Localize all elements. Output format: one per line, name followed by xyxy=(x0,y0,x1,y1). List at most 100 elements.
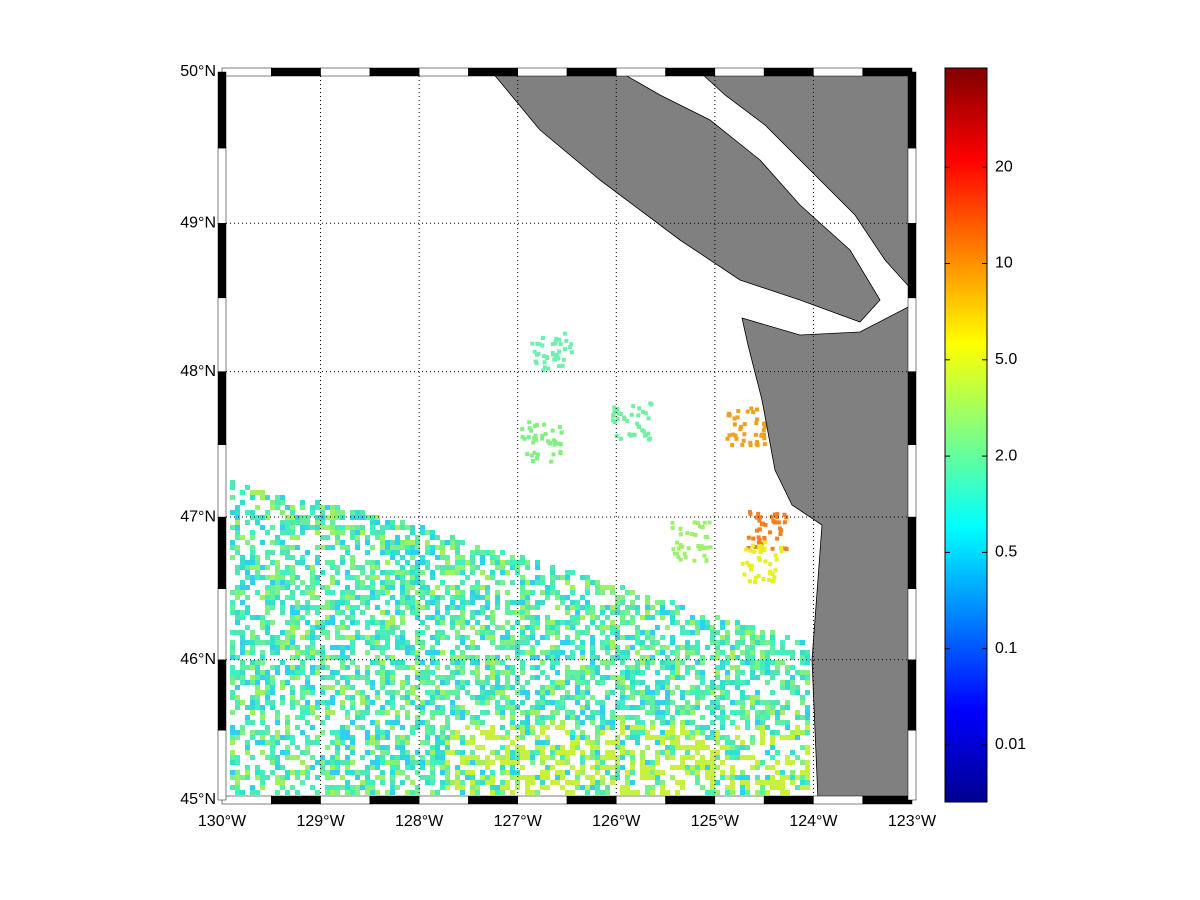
pixel xyxy=(570,570,575,575)
pixel xyxy=(370,785,375,790)
frame-segment xyxy=(468,67,518,77)
pixel xyxy=(685,640,690,645)
pixel xyxy=(305,720,310,725)
pixel xyxy=(310,580,315,585)
pixel xyxy=(380,670,385,675)
pixel xyxy=(631,404,636,409)
pixel xyxy=(692,558,697,563)
pixel xyxy=(805,750,810,755)
pixel xyxy=(545,615,550,620)
pixel xyxy=(490,790,495,795)
pixel xyxy=(250,490,255,495)
pixel xyxy=(540,660,545,665)
pixel xyxy=(465,770,470,775)
pixel xyxy=(410,545,415,550)
pixel xyxy=(670,765,675,770)
pixel xyxy=(450,690,455,695)
pixel xyxy=(510,685,515,690)
pixel xyxy=(450,600,455,605)
pixel xyxy=(615,715,620,720)
pixel xyxy=(375,565,380,570)
pixel xyxy=(550,655,555,660)
pixel xyxy=(500,715,505,720)
pixel xyxy=(380,770,385,775)
pixel xyxy=(440,650,445,655)
pixel xyxy=(725,695,730,700)
pixel xyxy=(575,735,580,740)
pixel xyxy=(590,775,595,780)
pixel xyxy=(655,770,660,775)
pixel xyxy=(335,670,340,675)
pixel xyxy=(275,715,280,720)
pixel xyxy=(535,565,540,570)
pixel xyxy=(556,364,561,369)
pixel xyxy=(555,635,560,640)
pixel xyxy=(620,650,625,655)
pixel xyxy=(440,750,445,755)
pixel xyxy=(235,790,240,795)
pixel xyxy=(245,665,250,670)
pixel xyxy=(360,510,365,515)
pixel xyxy=(585,785,590,790)
pixel xyxy=(415,720,420,725)
pixel xyxy=(552,357,557,362)
pixel xyxy=(380,540,385,545)
pixel xyxy=(515,760,520,765)
pixel xyxy=(685,670,690,675)
pixel xyxy=(645,690,650,695)
pixel xyxy=(600,755,605,760)
pixel xyxy=(535,750,540,755)
pixel xyxy=(280,575,285,580)
pixel xyxy=(665,685,670,690)
pixel xyxy=(735,655,740,660)
pixel xyxy=(525,650,530,655)
pixel xyxy=(280,605,285,610)
pixel xyxy=(505,745,510,750)
pixel xyxy=(600,720,605,725)
pixel xyxy=(500,725,505,730)
pixel xyxy=(410,765,415,770)
pixel xyxy=(590,710,595,715)
pixel xyxy=(410,585,415,590)
pixel xyxy=(725,670,730,675)
pixel xyxy=(751,410,756,415)
pixel xyxy=(440,760,445,765)
pixel xyxy=(255,790,260,795)
pixel xyxy=(480,560,485,565)
pixel xyxy=(485,735,490,740)
pixel xyxy=(680,645,685,650)
pixel xyxy=(760,655,765,660)
pixel xyxy=(495,565,500,570)
pixel xyxy=(245,575,250,580)
pixel xyxy=(655,735,660,740)
pixel xyxy=(470,775,475,780)
pixel xyxy=(445,695,450,700)
pixel xyxy=(625,655,630,660)
pixel xyxy=(405,665,410,670)
pixel xyxy=(370,595,375,600)
pixel xyxy=(740,700,745,705)
pixel xyxy=(665,660,670,665)
pixel xyxy=(555,775,560,780)
pixel xyxy=(515,775,520,780)
pixel xyxy=(600,700,605,705)
pixel xyxy=(370,790,375,795)
pixel xyxy=(385,700,390,705)
pixel xyxy=(640,765,645,770)
pixel xyxy=(645,615,650,620)
pixel xyxy=(230,495,235,500)
pixel xyxy=(385,790,390,795)
pixel xyxy=(240,640,245,645)
pixel xyxy=(450,675,455,680)
pixel xyxy=(230,590,235,595)
pixel xyxy=(465,560,470,565)
pixel xyxy=(425,720,430,725)
pixel xyxy=(265,550,270,555)
pixel xyxy=(595,750,600,755)
pixel xyxy=(345,745,350,750)
frame-segment xyxy=(217,729,227,801)
pixel xyxy=(260,670,265,675)
pixel xyxy=(710,785,715,790)
pixel xyxy=(635,690,640,695)
pixel xyxy=(390,765,395,770)
